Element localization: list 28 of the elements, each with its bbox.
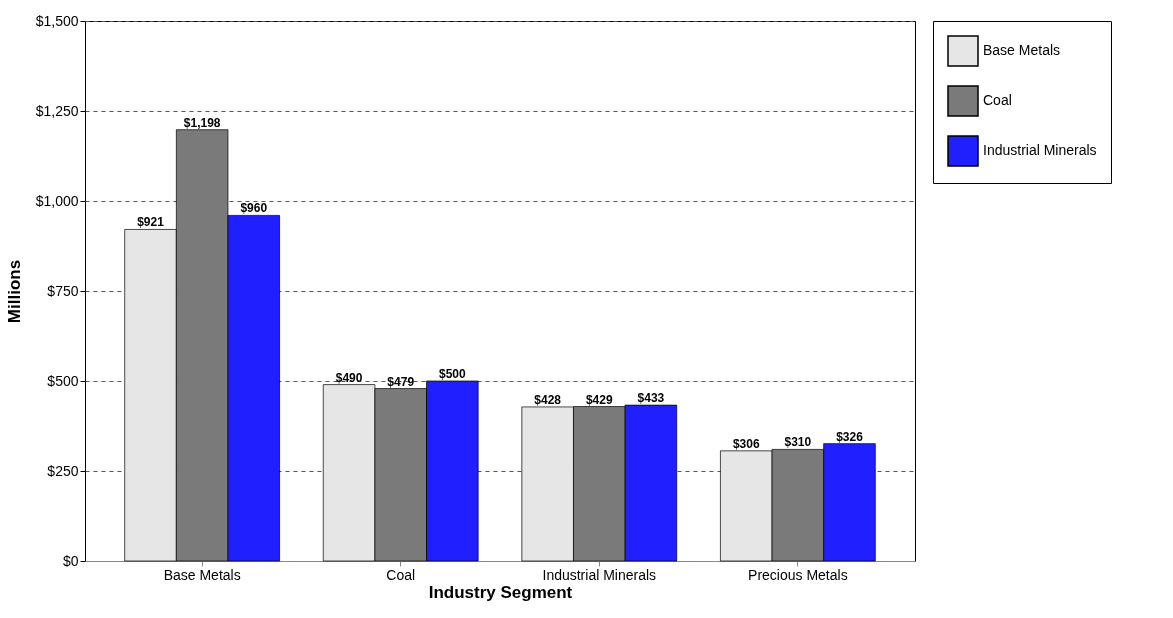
y-tick-label: $1,250 <box>35 102 79 119</box>
y-tick-label: $1,000 <box>35 192 79 209</box>
data-label: $490 <box>335 370 363 385</box>
x-tick-label: Base Metals <box>163 566 241 583</box>
data-label: $326 <box>836 429 864 444</box>
data-label: $479 <box>387 374 415 389</box>
legend-label: Base Metals <box>983 42 1061 58</box>
y-tick-label: $250 <box>47 462 79 479</box>
y-tick-label: $0 <box>62 552 79 569</box>
data-label: $921 <box>137 215 165 230</box>
data-label: $306 <box>732 436 760 451</box>
data-label: $500 <box>438 367 467 381</box>
data-label: $1,198 <box>183 115 221 130</box>
y-tick-label: $750 <box>47 282 79 299</box>
data-label: $433 <box>637 391 665 406</box>
x-axis-title: Industry Segment <box>428 582 573 602</box>
x-tick-label: Coal <box>386 566 416 583</box>
data-label: $310 <box>784 435 812 450</box>
data-label: $429 <box>585 392 613 407</box>
legend-label: Industrial Minerals <box>983 142 1097 158</box>
data-label: $960 <box>240 201 268 216</box>
y-tick-label: $500 <box>47 372 79 389</box>
data-label: $428 <box>534 392 562 407</box>
y-axis-title: Millions <box>4 259 24 324</box>
legend-label: Coal <box>983 92 1012 108</box>
y-tick-label: $1,500 <box>35 12 79 29</box>
x-tick-label: Industrial Minerals <box>542 566 657 583</box>
x-tick-label: Precious Metals <box>748 566 848 583</box>
